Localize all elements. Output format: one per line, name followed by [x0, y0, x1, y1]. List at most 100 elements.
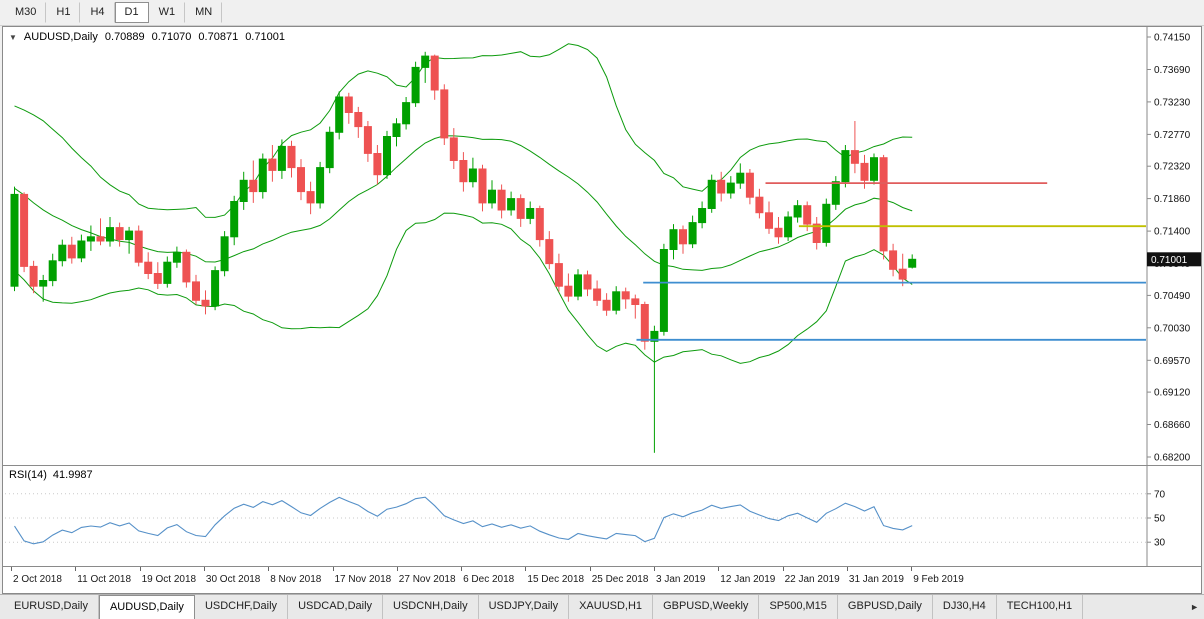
candle: [793, 200, 802, 223]
time-axis-label: 12 Jan 2019: [720, 574, 776, 585]
candle: [679, 225, 687, 254]
price-axis[interactable]: 0.74150 0.73690 0.73230 0.72770 0.72320 0.718…: [1146, 27, 1191, 465]
candle: [335, 91, 344, 140]
candle: [908, 254, 917, 269]
time-axis-label: 31 Jan 2019: [848, 574, 904, 585]
tab-dj30-h4[interactable]: DJ30,H4: [933, 595, 997, 619]
tab-usdcad-daily[interactable]: USDCAD,Daily: [288, 595, 384, 619]
candle: [421, 51, 430, 83]
candle: [526, 201, 535, 225]
candle: [29, 260, 38, 294]
price-axis-label: 0.68200: [1154, 453, 1191, 464]
time-axis[interactable]: 2 Oct 2018 11 Oct 2018 19 Oct 2018 30 Oct 2…: [3, 566, 1201, 592]
candle: [745, 169, 754, 205]
candle: [669, 224, 678, 260]
candlestick-series: [10, 51, 917, 453]
candle: [688, 215, 697, 249]
rsi-canvas[interactable]: 70 50 30: [3, 466, 1201, 566]
candle: [898, 253, 907, 287]
candle: [58, 239, 67, 267]
time-axis-tick: [11, 567, 12, 571]
price-axis-label: 0.70030: [1154, 323, 1191, 334]
tab-sp500-m15[interactable]: SP500,M15: [759, 595, 838, 619]
tab-tech100-h1[interactable]: TECH100,H1: [997, 595, 1084, 619]
time-axis-tick: [911, 567, 913, 571]
tab-usdjpy-daily[interactable]: USDJPY,Daily: [479, 595, 570, 619]
price-chart-canvas[interactable]: 0.74150 0.73690 0.73230 0.72770 0.72320 0.718…: [3, 27, 1201, 465]
candle: [841, 145, 850, 188]
candle: [239, 171, 248, 210]
time-axis-label: 30 Oct 2018: [205, 574, 261, 585]
time-axis-tick: [589, 567, 591, 571]
time-axis-tick: [654, 567, 655, 571]
candle: [468, 157, 477, 188]
candle: [392, 118, 401, 147]
candle: [182, 249, 191, 288]
candle: [812, 217, 821, 250]
candle: [736, 163, 745, 189]
collapse-triangle-icon[interactable]: ▼: [9, 32, 17, 42]
candle: [67, 236, 76, 264]
bollinger-upper-band: [14, 43, 913, 218]
candle: [430, 54, 439, 100]
time-axis-tick: [332, 567, 334, 571]
ohlc-high: 0.71070: [151, 31, 192, 43]
time-axis-label: 6 Dec 2018: [463, 574, 515, 585]
candle: [134, 225, 143, 267]
rsi-line: [14, 496, 913, 545]
timeframe-mn-button[interactable]: MN: [185, 2, 223, 23]
rsi-panel: RSI(14) 41.9987 70 50 30: [3, 465, 1201, 566]
candle: [10, 186, 19, 292]
time-axis-tick: [75, 567, 77, 571]
price-axis-label: 0.70490: [1154, 291, 1191, 302]
candle: [172, 246, 181, 268]
time-axis-label: 25 Dec 2018: [591, 574, 649, 585]
candle: [258, 153, 267, 199]
time-axis-label: 19 Oct 2018: [141, 574, 197, 585]
timeframe-w1-button[interactable]: W1: [149, 2, 186, 23]
tab-xauusd-h1[interactable]: XAUUSD,H1: [569, 595, 654, 619]
candle: [564, 273, 573, 302]
candle: [583, 270, 592, 297]
tab-gbpusd-weekly[interactable]: GBPUSD,Weekly: [653, 595, 760, 619]
ohlc-close: 0.71001: [245, 31, 285, 43]
candle: [889, 243, 898, 277]
candle: [497, 184, 506, 219]
chart-info: ▼ AUDUSD,Daily 0.70889 0.71070 0.70871 0…: [9, 31, 285, 43]
time-axis-tick: [268, 567, 270, 571]
tab-audusd-daily[interactable]: AUDUSD,Daily: [98, 595, 195, 619]
candle: [115, 222, 124, 247]
timeframe-d1-button[interactable]: D1: [114, 2, 149, 23]
tab-usdchf-daily[interactable]: USDCHF,Daily: [195, 595, 289, 619]
candle: [640, 301, 649, 350]
tab-gbpusd-daily[interactable]: GBPUSD,Daily: [838, 595, 933, 619]
candle: [297, 159, 305, 201]
candle: [96, 218, 105, 246]
time-axis-tick: [525, 567, 527, 571]
candle: [249, 160, 258, 203]
candle: [125, 226, 134, 254]
candle: [192, 274, 200, 305]
time-axis-label: 27 Nov 2018: [398, 574, 456, 585]
candle: [287, 140, 296, 178]
tabbar-scroll-right-icon[interactable]: ►: [1190, 602, 1199, 612]
tab-usdcnh-daily[interactable]: USDCNH,Daily: [383, 595, 479, 619]
timeframe-h1-button[interactable]: H1: [46, 2, 81, 23]
candle: [325, 126, 334, 174]
candle: [870, 153, 878, 185]
candle: [268, 145, 277, 182]
candle: [459, 152, 468, 192]
candle: [507, 191, 516, 216]
symbol-period-label: AUDUSD,Daily: [23, 31, 98, 43]
candle: [535, 205, 544, 247]
candle: [211, 266, 220, 311]
candle: [106, 217, 114, 247]
svg-text:0.71001: 0.71001: [1151, 255, 1188, 266]
candle: [344, 92, 353, 124]
tab-eurusd-daily[interactable]: EURUSD,Daily: [4, 595, 99, 619]
timeframe-h4-button[interactable]: H4: [80, 2, 115, 23]
candle: [755, 188, 764, 219]
timeframe-toolbar: M30 H1 H4 D1 W1 MN: [0, 0, 1204, 26]
timeframe-m30-button[interactable]: M30: [5, 2, 47, 23]
